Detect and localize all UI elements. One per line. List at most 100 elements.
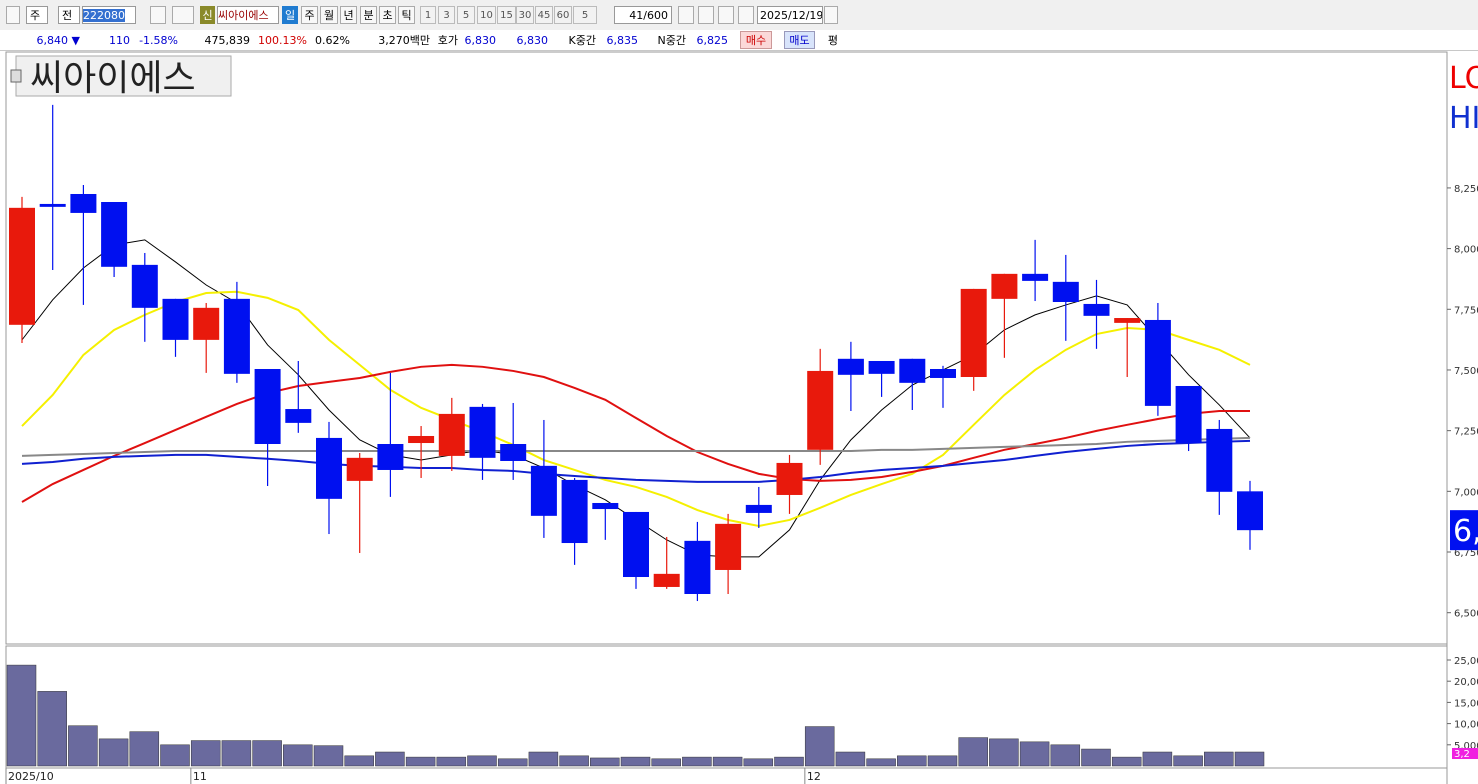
toolbar-item-text: 월 xyxy=(323,9,335,22)
candle-body xyxy=(316,437,342,499)
toolbar-item-text: 5 xyxy=(581,9,589,21)
quote-field: 6,830 xyxy=(460,32,497,48)
candle-body xyxy=(715,523,742,570)
toolbar-item[interactable]: 분 xyxy=(360,6,377,24)
icon-button[interactable] xyxy=(678,6,694,24)
icon-button[interactable] xyxy=(738,6,754,24)
y-tick-label: 6,750 xyxy=(1454,548,1478,559)
candle-body xyxy=(193,307,220,340)
toolbar-item[interactable]: 초 xyxy=(379,6,396,24)
icon-button[interactable] xyxy=(150,6,166,24)
candle-body xyxy=(1237,491,1263,531)
candle-body xyxy=(1052,281,1079,303)
candle-body xyxy=(653,573,680,587)
candle-body xyxy=(1144,319,1171,406)
toolbar-item[interactable]: 45 xyxy=(535,6,553,24)
order-button[interactable]: 매수 xyxy=(740,31,772,49)
icon-button[interactable] xyxy=(698,6,714,24)
volume-bar xyxy=(590,757,620,767)
toolbar-item[interactable]: 10 xyxy=(477,6,496,24)
toolbar-item[interactable]: 씨아이에스 xyxy=(217,6,279,24)
volume-bar xyxy=(1081,748,1111,767)
candle-body xyxy=(70,193,97,213)
volume-bar xyxy=(804,726,835,767)
toolbar-item[interactable]: 주 xyxy=(26,6,48,24)
icon-button[interactable] xyxy=(824,6,838,24)
toolbar-item[interactable]: 60 xyxy=(554,6,572,24)
volume-bar xyxy=(37,691,67,767)
volume-bar xyxy=(1111,756,1142,767)
toolbar-item[interactable]: 30 xyxy=(516,6,534,24)
chart-title: 씨아이에스 xyxy=(30,58,196,99)
quote-field: 475,839 xyxy=(196,32,251,48)
y-tick-label: 7,000 xyxy=(1454,487,1478,498)
toolbar-item-text: 15 xyxy=(500,9,513,21)
volume-bar xyxy=(252,740,282,767)
volume-bar xyxy=(559,755,589,767)
x-tick-label: 12 xyxy=(807,770,821,783)
volume-bar xyxy=(98,738,129,767)
toolbar-item-text: 5 xyxy=(462,9,470,21)
quote-field-text: N중간 xyxy=(657,34,686,47)
volume-tick-label: 25,000 xyxy=(1454,656,1478,667)
quote-field-text: 100.13% xyxy=(258,33,307,47)
toolbar-item-text: 1 xyxy=(424,9,432,21)
icon-button[interactable] xyxy=(172,6,194,24)
price-tag-text: 6,840 xyxy=(1453,514,1478,549)
toolbar-item[interactable]: 일 xyxy=(282,6,298,24)
volume-tick-label: 5,000 xyxy=(1454,741,1478,752)
toolbar-item[interactable]: 1 xyxy=(420,6,436,24)
candle-body xyxy=(561,479,588,544)
toolbar-item[interactable]: 5 xyxy=(573,6,597,24)
quote-field: -1.58% xyxy=(132,32,178,48)
y-tick-label: 8,000 xyxy=(1454,245,1478,256)
volume-bar xyxy=(283,744,313,767)
order-button[interactable]: 매도 xyxy=(784,31,815,49)
moving-average xyxy=(21,436,1251,457)
toolbar-item[interactable]: 전 xyxy=(58,6,80,24)
candle-body xyxy=(745,504,772,513)
toolbar-item[interactable]: 신 xyxy=(200,6,215,24)
toolbar-item[interactable]: 년 xyxy=(340,6,357,24)
volume-tick-label: 20,000 xyxy=(1454,677,1478,688)
volume-bar xyxy=(1050,744,1081,767)
toolbar-item[interactable]: 2025/12/19 xyxy=(757,6,823,24)
volume-bar xyxy=(6,664,37,767)
candle-body xyxy=(930,368,956,378)
candle-body xyxy=(346,457,373,481)
volume-bar xyxy=(743,758,774,767)
toolbar-item[interactable]: 15 xyxy=(497,6,516,24)
candle-body xyxy=(377,443,404,470)
toolbar-item-text: 년 xyxy=(343,9,354,22)
price-tag xyxy=(1450,510,1478,551)
quote-field-text: 호가 xyxy=(437,34,458,47)
toolbar-item[interactable]: 주 xyxy=(301,6,318,24)
toolbar-item-text: 30 xyxy=(518,9,532,21)
icon-button[interactable] xyxy=(718,6,734,24)
toolbar-item[interactable]: 5 xyxy=(457,6,475,24)
candle-body xyxy=(39,203,66,207)
quote-field: 3,270백만 xyxy=(360,32,430,48)
quote-field-text: 0.62% xyxy=(315,33,350,47)
volume-bar xyxy=(835,751,866,767)
candle-body xyxy=(807,370,834,450)
volume-bar xyxy=(927,755,958,767)
toolbar-item[interactable]: 41/600 xyxy=(614,6,672,24)
volume-tag-text: 3,2 xyxy=(1454,749,1470,760)
order-button-text: 매수 xyxy=(745,34,767,47)
quote-field: 110 xyxy=(96,32,130,48)
candle-body xyxy=(223,298,250,374)
toolbar-item[interactable]: 3 xyxy=(438,6,455,24)
y-tick-label: 8,250 xyxy=(1454,184,1478,195)
volume-bar xyxy=(989,738,1019,767)
toolbar-item[interactable]: 222080 xyxy=(82,6,136,24)
candle-body xyxy=(1114,318,1141,323)
candle-body xyxy=(1175,385,1202,444)
quote-field-text: K중간 xyxy=(568,34,596,47)
toolbar-item[interactable]: 틱 xyxy=(398,6,415,24)
volume-bar xyxy=(221,740,252,767)
icon-button[interactable] xyxy=(6,6,20,24)
toolbar-item[interactable]: 월 xyxy=(320,6,338,24)
candle-body xyxy=(500,443,527,461)
moving-average xyxy=(21,363,1250,503)
